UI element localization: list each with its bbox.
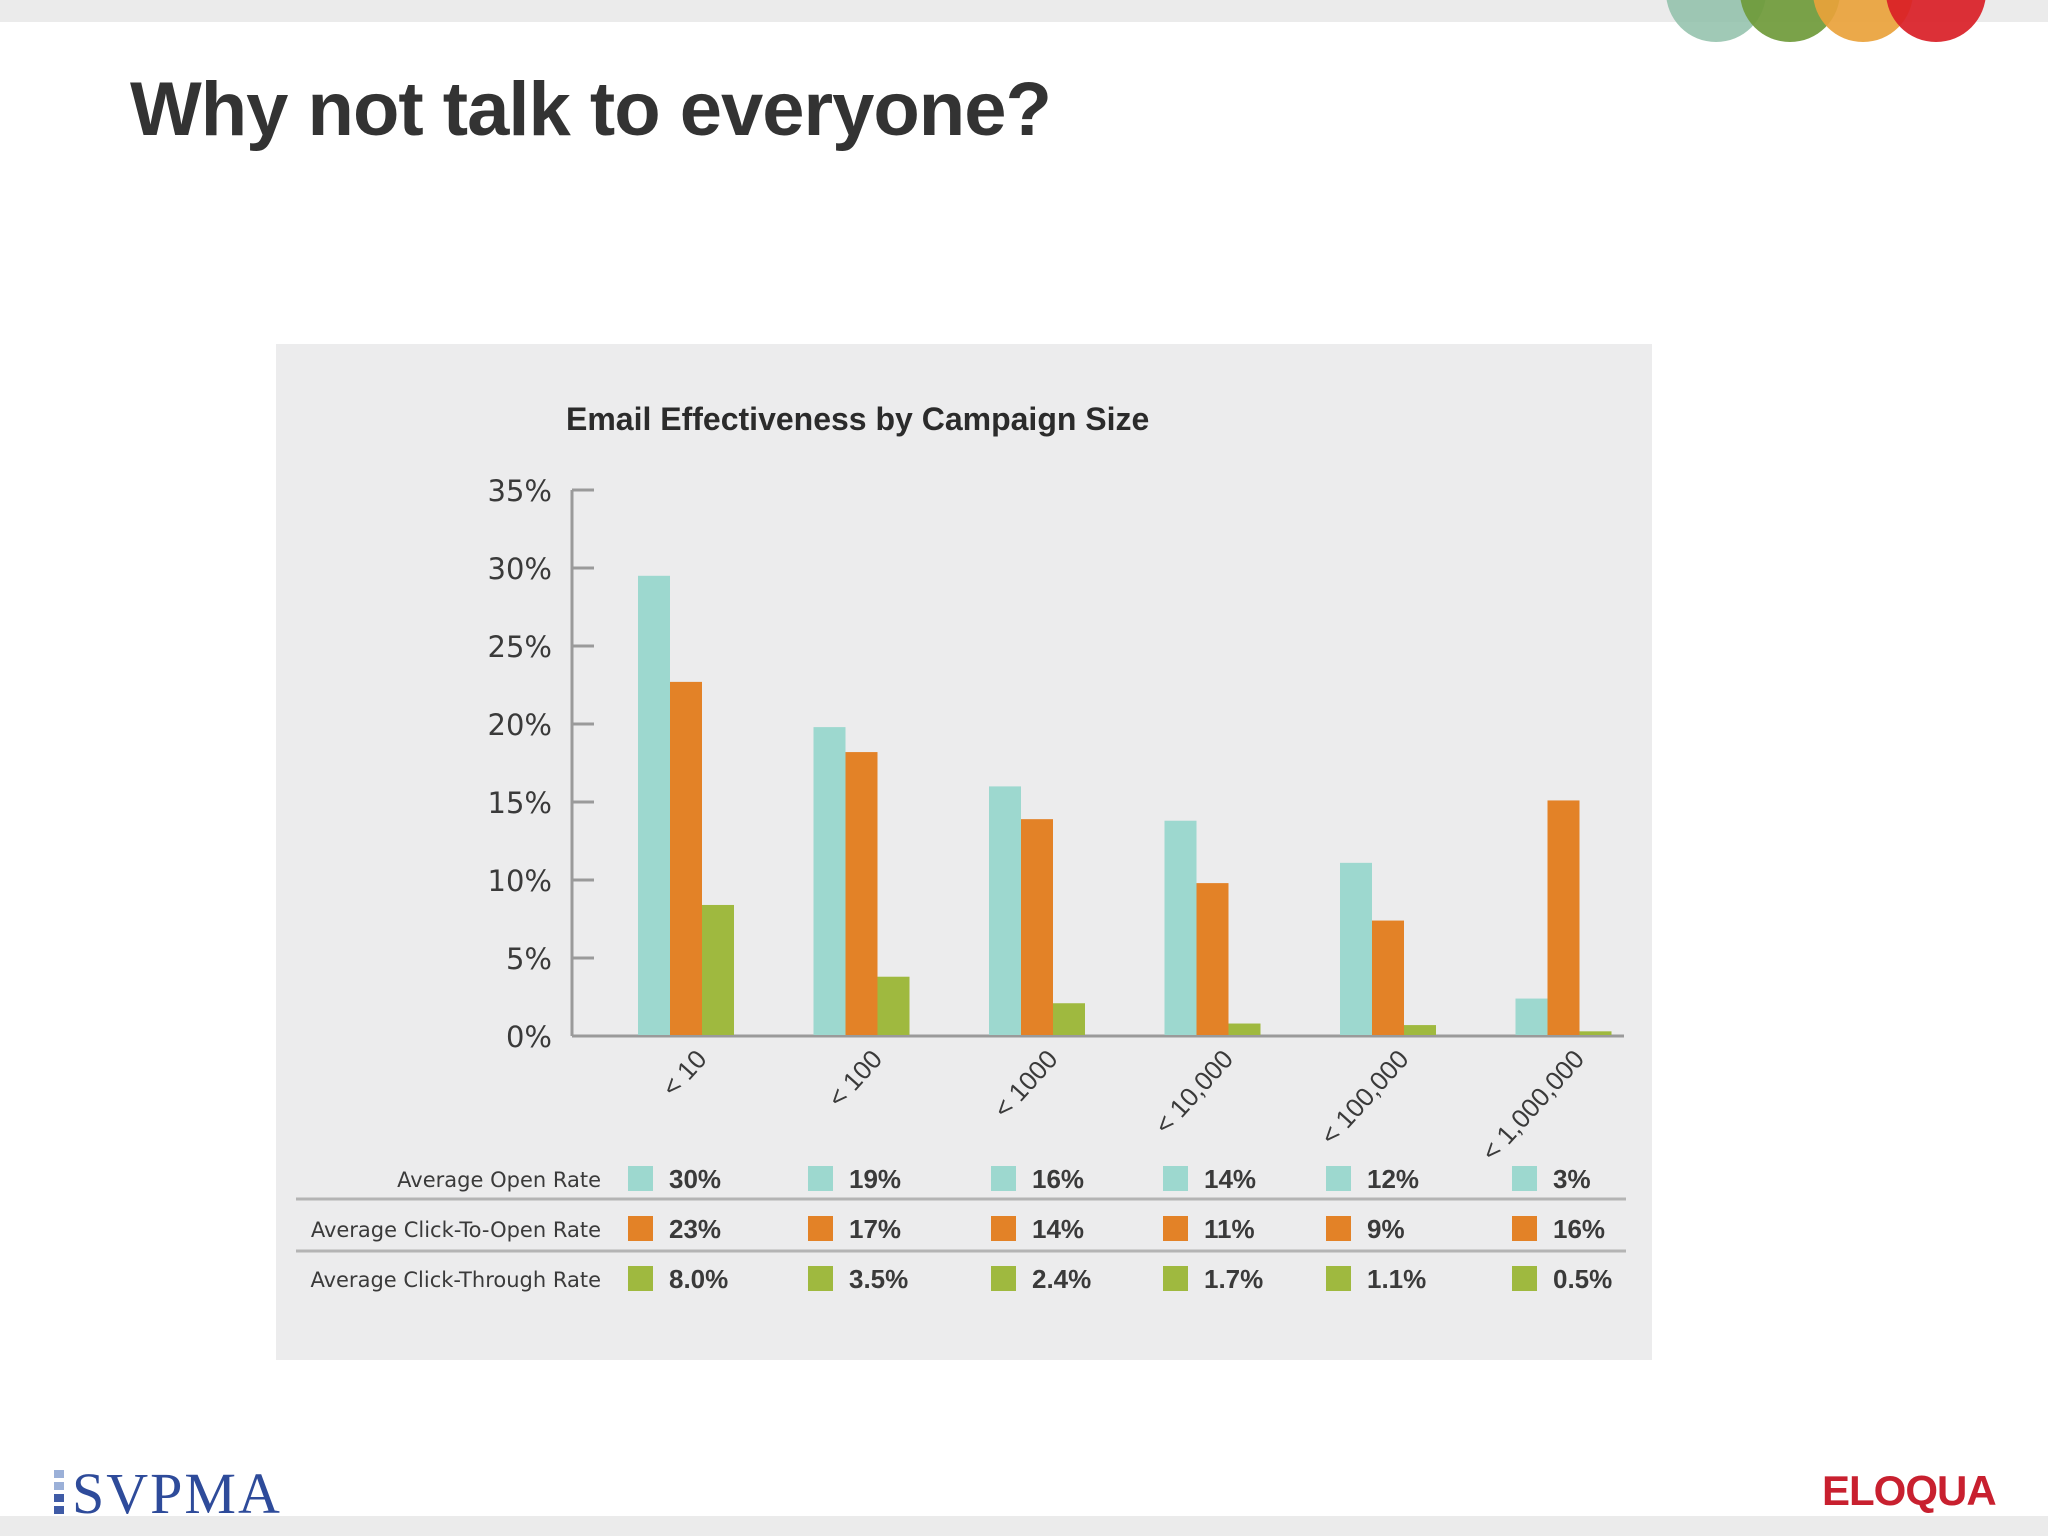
x-tick-label: < 100,000	[1314, 1044, 1414, 1151]
legend-swatch	[991, 1166, 1016, 1191]
bar-click-through	[877, 976, 910, 1035]
bar-click-through	[1053, 1003, 1085, 1035]
bar-click-to-open	[1196, 883, 1229, 1035]
legend-swatch	[1163, 1166, 1188, 1191]
data-label: 12%	[1367, 1164, 1419, 1194]
legend-swatch	[628, 1216, 653, 1241]
legend-swatch	[628, 1166, 653, 1191]
legend-swatch	[1512, 1266, 1537, 1291]
legend-swatch	[1326, 1166, 1351, 1191]
x-tick-label: < 10,000	[1148, 1044, 1239, 1140]
bar-click-to-open	[1547, 800, 1580, 1035]
y-tick-label: 35%	[488, 474, 552, 508]
legend-swatch	[1326, 1266, 1351, 1291]
y-tick-label: 25%	[488, 630, 552, 664]
svpma-logo-mark	[54, 1470, 64, 1514]
bar-open	[1164, 820, 1197, 1035]
data-label: 0.5%	[1553, 1264, 1612, 1294]
bar-open	[638, 575, 670, 1035]
decorative-circles	[1640, 0, 2020, 60]
y-tick-label: 20%	[488, 708, 552, 742]
legend-swatch	[991, 1216, 1016, 1241]
legend-swatch	[1512, 1166, 1537, 1191]
data-label: 3%	[1553, 1164, 1591, 1194]
data-label: 19%	[849, 1164, 901, 1194]
slide-title: Why not talk to everyone?	[130, 67, 1052, 152]
x-tick-label: < 100	[822, 1044, 888, 1113]
data-label: 1.7%	[1204, 1264, 1263, 1294]
data-label: 14%	[1204, 1164, 1256, 1194]
data-label: 8.0%	[669, 1264, 728, 1294]
data-label: 11%	[1204, 1214, 1255, 1244]
table-row-label: Average Open Rate	[397, 1168, 601, 1192]
decor-circle-red	[1886, 0, 1986, 42]
x-tick-label: < 1000	[987, 1044, 1063, 1124]
bar-open	[989, 786, 1021, 1035]
data-label: 9%	[1367, 1214, 1405, 1244]
y-tick-label: 0%	[506, 1020, 552, 1054]
legend-swatch	[1163, 1266, 1188, 1291]
legend-swatch	[808, 1166, 833, 1191]
top-strip	[0, 0, 2048, 22]
table-row-label: Average Click-To-Open Rate	[311, 1218, 601, 1242]
y-tick-label: 30%	[488, 552, 552, 586]
y-tick-label: 5%	[506, 942, 552, 976]
bottom-strip	[0, 1516, 2048, 1536]
legend-swatch	[991, 1266, 1016, 1291]
bar-click-to-open	[1021, 819, 1053, 1035]
svpma-logo-text: SVPMA	[72, 1461, 282, 1526]
data-label: 3.5%	[849, 1264, 908, 1294]
data-label: 16%	[1553, 1214, 1605, 1244]
bar-click-to-open	[1372, 920, 1404, 1035]
data-label: 30%	[669, 1164, 721, 1194]
chart: Email Effectiveness by Campaign Size 0% 5…	[296, 401, 1626, 1294]
data-label: 17%	[849, 1214, 901, 1244]
bar-click-through	[1228, 1023, 1261, 1035]
legend-swatch	[1326, 1216, 1351, 1241]
bar-click-through	[702, 904, 734, 1035]
data-label: 16%	[1032, 1164, 1084, 1194]
chart-panel: Email Effectiveness by Campaign Size 0% 5…	[276, 344, 1652, 1360]
data-label: 14%	[1032, 1214, 1084, 1244]
y-tick-label: 15%	[488, 786, 552, 820]
bar-open	[1340, 862, 1372, 1035]
legend-swatch	[1512, 1216, 1537, 1241]
chart-title: Email Effectiveness by Campaign Size	[566, 401, 1149, 437]
data-label: 1.1%	[1367, 1264, 1426, 1294]
y-tick-label: 10%	[488, 864, 552, 898]
bar-click-to-open	[845, 752, 878, 1035]
eloqua-logo: ELOQUA	[1822, 1467, 1997, 1514]
data-label: 23%	[669, 1214, 721, 1244]
legend-swatch	[628, 1266, 653, 1291]
bar-click-to-open	[670, 681, 702, 1035]
table-row-label: Average Click-Through Rate	[310, 1268, 601, 1292]
legend-swatch	[1163, 1216, 1188, 1241]
data-label: 2.4%	[1032, 1264, 1091, 1294]
svpma-logo: SVPMA	[54, 1461, 294, 1526]
x-tick-label: < 1,000,000	[1475, 1044, 1590, 1167]
bar-click-through	[1404, 1025, 1436, 1035]
legend-swatch	[808, 1266, 833, 1291]
bar-click-through	[1579, 1031, 1612, 1035]
legend-swatch	[808, 1216, 833, 1241]
bar-open	[813, 727, 846, 1035]
x-tick-label: < 10	[656, 1044, 713, 1102]
bar-open	[1515, 998, 1548, 1035]
